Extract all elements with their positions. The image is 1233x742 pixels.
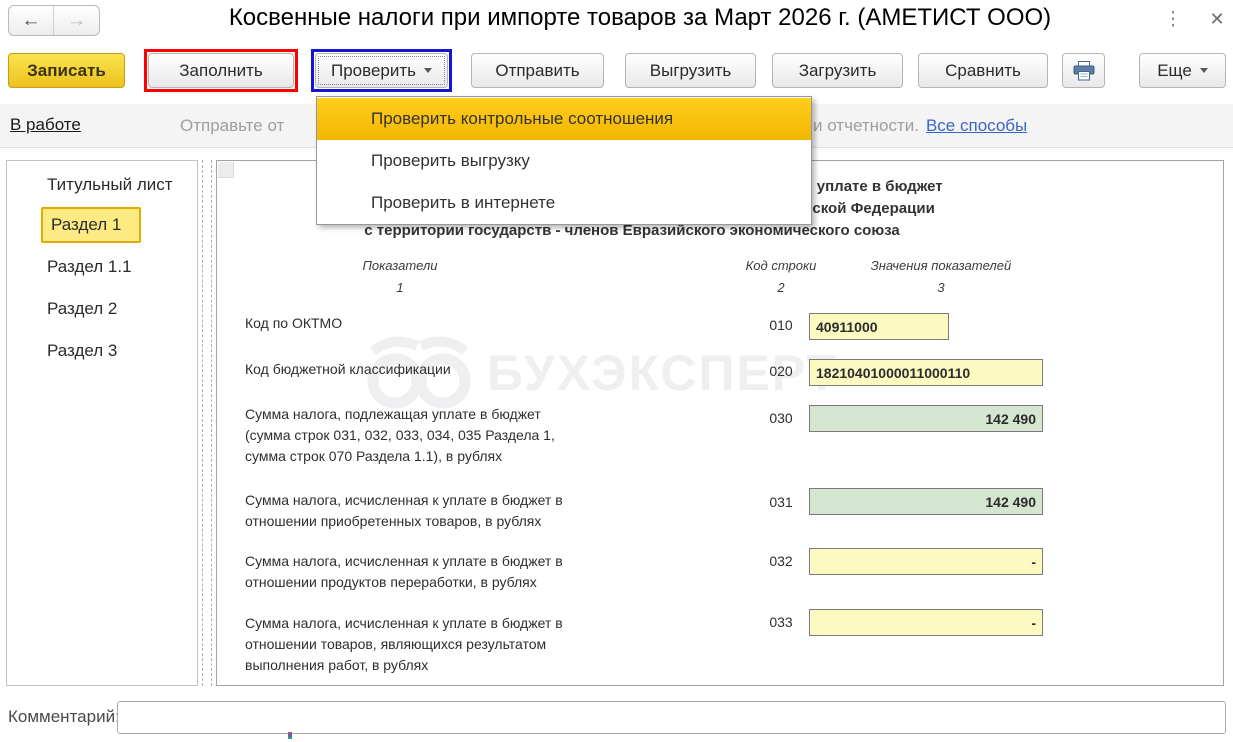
close-icon[interactable]: ✕ (1209, 8, 1225, 29)
row-code-033: 033 (769, 614, 793, 630)
screenshot-artifact (288, 732, 292, 739)
sidebar-item-title-page[interactable]: Титульный лист (47, 175, 173, 194)
sidebar-item-section-1-1[interactable]: Раздел 1.1 (47, 257, 132, 276)
sections-sidebar: Титульный лист Раздел 1 Раздел 1.1 Разде… (6, 160, 198, 686)
send-button[interactable]: Отправить (471, 53, 604, 88)
fill-button[interactable]: Заполнить (148, 53, 294, 88)
sidebar-item-section-1[interactable]: Раздел 1 (41, 207, 141, 243)
column-number-3: 3 (937, 280, 945, 295)
computed-field-031[interactable]: 142 490 (809, 488, 1043, 515)
more-button-label: Еще (1157, 60, 1192, 80)
print-button[interactable] (1062, 53, 1105, 88)
row-label-processing-products: Сумма налога, исчисленная к уплате в бюд… (245, 553, 563, 590)
row-code-010: 010 (769, 317, 793, 333)
column-number-2: 2 (777, 280, 785, 295)
row-label-total-tax: Сумма налога, подлежащая уплате в бюджет… (245, 406, 555, 464)
check-dropdown-menu: Проверить контрольные соотношения Провер… (316, 96, 812, 225)
column-number-1: 1 (396, 280, 404, 295)
panel-splitter[interactable] (202, 160, 212, 686)
sidebar-item-section-3[interactable]: Раздел 3 (47, 341, 118, 360)
menu-item-check-upload[interactable]: Проверить выгрузку (371, 151, 530, 170)
kebab-menu-icon[interactable]: ⋮ (1163, 8, 1183, 30)
menu-item-check-online[interactable]: Проверить в интернете (371, 193, 556, 212)
import-button[interactable]: Загрузить (772, 53, 903, 88)
input-field-010[interactable]: 40911000 (809, 313, 949, 340)
sheet-corner-cell (218, 162, 234, 178)
forward-arrow-icon[interactable]: → (67, 9, 86, 31)
row-code-030: 030 (769, 410, 793, 426)
row-label-kbk: Код бюджетной классификации (245, 361, 451, 377)
row-code-020: 020 (769, 363, 793, 379)
row-label-oktmo: Код по ОКТМО (245, 315, 343, 331)
column-header-indicators: Показатели (362, 258, 438, 273)
all-methods-link[interactable]: Все способы (925, 116, 1028, 135)
column-header-line-code: Код строки (745, 258, 817, 273)
page-title: Косвенные налоги при импорте товаров за … (228, 4, 1052, 31)
row-code-032: 032 (769, 553, 793, 569)
comment-label: Комментарий: (8, 707, 120, 726)
back-arrow-icon[interactable]: ← (9, 6, 54, 35)
compare-button[interactable]: Сравнить (918, 53, 1048, 88)
save-button[interactable]: Записать (8, 53, 125, 88)
row-label-work-result-goods: Сумма налога, исчисленная к уплате в бюд… (245, 615, 563, 673)
check-button[interactable]: Проверить (315, 53, 448, 88)
section-1-form: БУХЭКСПЕРТ Раздел 1. Сумма налога на доб… (216, 160, 1224, 686)
printer-icon (1073, 60, 1094, 80)
input-field-020[interactable]: 18210401000011000110 (809, 359, 1043, 386)
comment-input[interactable] (117, 701, 1226, 734)
chevron-down-icon (424, 68, 433, 73)
row-code-031: 031 (769, 494, 793, 510)
sidebar-item-section-2[interactable]: Раздел 2 (47, 299, 118, 318)
more-button[interactable]: Еще (1139, 53, 1226, 88)
menu-item-check-control-ratios[interactable]: Проверить контрольные соотношения (317, 98, 811, 140)
column-header-values: Значения показателей (870, 258, 1012, 273)
status-hint-right: и отчетности. (813, 116, 919, 135)
export-button[interactable]: Выгрузить (625, 53, 756, 88)
section-header-line-3: с территории государств - членов Евразий… (364, 222, 900, 239)
history-nav: ← → (8, 5, 100, 36)
check-button-label: Проверить (330, 60, 417, 80)
computed-field-030[interactable]: 142 490 (809, 405, 1043, 432)
input-field-033[interactable]: - (809, 609, 1043, 636)
row-label-purchased-goods: Сумма налога, исчисленная к уплате в бюд… (245, 492, 563, 529)
input-field-032[interactable]: - (809, 548, 1043, 575)
status-state-link[interactable]: В работе (10, 115, 81, 134)
status-hint-left: Отправьте от (180, 116, 285, 135)
chevron-down-icon (1199, 68, 1208, 73)
